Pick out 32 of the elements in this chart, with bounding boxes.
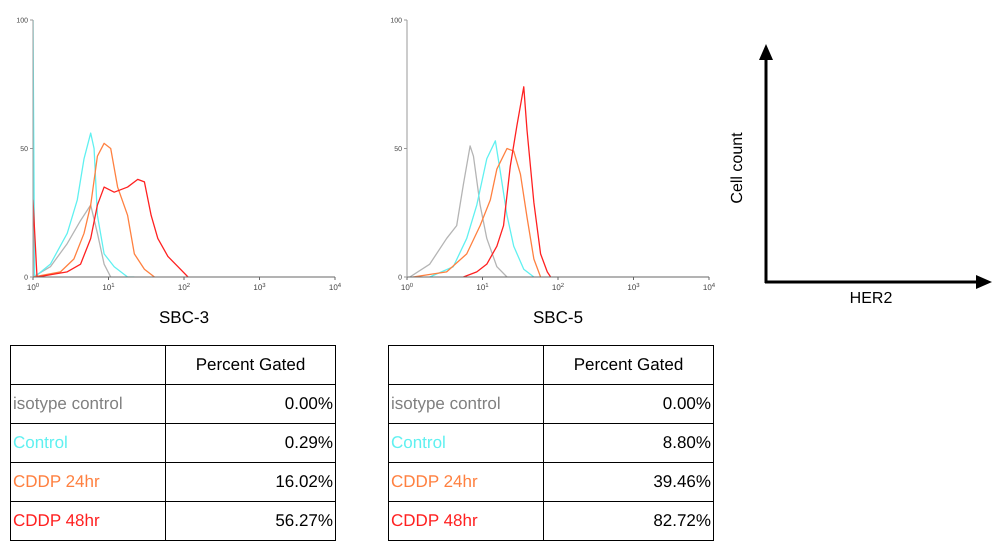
category-label: Control: [388, 424, 544, 462]
x-tick-label: 10$^{2}$: [552, 282, 565, 292]
x-axis-title: SBC-3: [158, 308, 210, 328]
text: 0.00%: [284, 394, 333, 413]
x-tick-label: 10$^{1}$: [102, 282, 116, 292]
text: 8.80%: [662, 433, 711, 452]
text: HER2: [848, 290, 894, 308]
text: 16.02%: [275, 472, 333, 491]
category-label: CDDP 48hr: [388, 502, 544, 540]
category-label: CDDP 24hr: [388, 462, 544, 502]
x-tick-label: 10$^{4}$: [702, 282, 716, 292]
text: Percent Gated: [544, 346, 714, 384]
text: Cell count: [729, 132, 746, 204]
x-tick-label: 10$^{1}$: [476, 282, 490, 292]
text: 39.46%: [653, 472, 711, 491]
category-label: CDDP 24hr: [10, 462, 166, 502]
x-tick-label: 10$^{0}$: [26, 282, 40, 292]
text: 0.00%: [662, 394, 711, 413]
text: 82.72%: [653, 511, 711, 530]
x-tick-label: 10$^{0}$: [400, 282, 414, 292]
category-label: CDDP 48hr: [10, 502, 166, 540]
x-tick-label: 10$^{2}$: [178, 282, 191, 292]
x-axis-title: SBC-5: [532, 308, 584, 328]
text: 0.29%: [284, 433, 333, 452]
category-label: isotype control: [10, 384, 166, 424]
category-label: Control: [10, 424, 166, 462]
text: 56.27%: [275, 511, 333, 530]
x-tick-label: 10$^{4}$: [328, 282, 342, 292]
category-label: isotype control: [388, 384, 544, 424]
x-tick-label: 10$^{3}$: [253, 282, 266, 292]
x-tick-label: 10$^{3}$: [627, 282, 640, 292]
text: Percent Gated: [166, 346, 336, 384]
